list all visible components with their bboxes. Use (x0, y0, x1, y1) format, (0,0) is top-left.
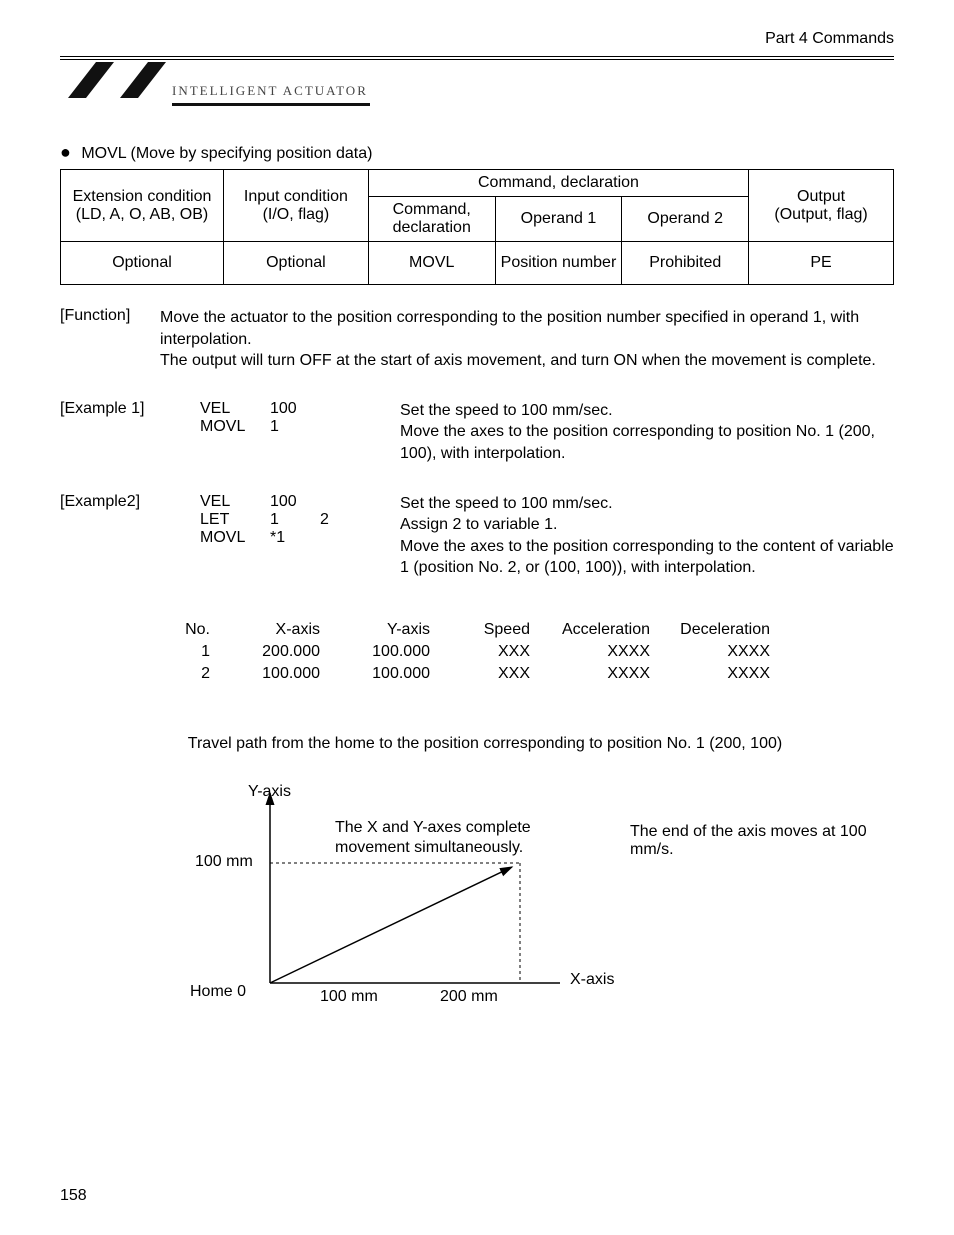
example1-code: VEL100 MOVL1 (200, 400, 400, 465)
ex1-d1: Set the speed to 100 mm/sec. (400, 402, 613, 419)
example2-desc: Set the speed to 100 mm/sec. Assign 2 to… (400, 493, 894, 579)
td-out: PE (749, 242, 894, 285)
pt-r2-s: XXX (430, 663, 530, 685)
pt-h-a: Acceleration (530, 619, 650, 641)
pt-r1-x: 200.000 (210, 641, 320, 663)
bullet-icon: ● (60, 142, 71, 162)
ex2-l3c2: *1 (270, 529, 320, 547)
home-label: Home 0 (190, 983, 246, 1001)
ex2-l1c2: 100 (270, 493, 320, 511)
page-number: 158 (60, 1187, 87, 1205)
th-out-2: (Output, flag) (751, 206, 891, 224)
pt-r2-a: XXXX (530, 663, 650, 685)
th-cmd-decl: Command, declaration (368, 170, 748, 197)
y-tick-100: 100 mm (195, 853, 253, 871)
ex2-l2c1: LET (200, 511, 270, 529)
position-table: No. X-axis Y-axis Speed Acceleration Dec… (160, 619, 894, 685)
chart-note-2: The end of the axis moves at 100 mm/s. (630, 823, 894, 859)
example1-desc: Set the speed to 100 mm/sec. Move the ax… (400, 400, 894, 465)
travel-path-chart: Y-axis 100 mm Home 0 100 mm 200 mm X-axi… (140, 783, 894, 1043)
example2-label: [Example2] (60, 493, 200, 579)
function-label: [Function] (60, 307, 160, 372)
ex2-d2: Assign 2 to variable 1. (400, 516, 557, 533)
pt-h-x: X-axis (210, 619, 320, 641)
td-op1: Position number (495, 242, 622, 285)
example1-label: [Example 1] (60, 400, 200, 465)
td-ext: Optional (61, 242, 224, 285)
company-logo-icon (60, 54, 170, 106)
th-op1: Operand 1 (495, 197, 622, 242)
pt-r1-a: XXXX (530, 641, 650, 663)
pt-r1-s: XXX (430, 641, 530, 663)
ex2-l2c2: 1 (270, 511, 320, 529)
command-title: ● MOVL (Move by specifying position data… (60, 142, 894, 163)
th-op2: Operand 2 (622, 197, 749, 242)
function-text-1: Move the actuator to the position corres… (160, 309, 859, 348)
pt-h-d: Deceleration (650, 619, 770, 641)
x-axis-label: X-axis (570, 971, 614, 989)
ex2-l3c1: MOVL (200, 529, 270, 547)
th-in-1: Input condition (226, 188, 366, 206)
pt-r2-no: 2 (160, 663, 210, 685)
pt-r1-y: 100.000 (320, 641, 430, 663)
th-ext-1: Extension condition (63, 188, 221, 206)
td-cmd: MOVL (368, 242, 495, 285)
th-in-2: (I/O, flag) (226, 206, 366, 224)
pt-r2-d: XXXX (650, 663, 770, 685)
ex2-l2c3: 2 (320, 511, 370, 529)
function-text-2: The output will turn OFF at the start of… (160, 352, 876, 369)
pt-r1-d: XXXX (650, 641, 770, 663)
command-table: Extension condition (LD, A, O, AB, OB) I… (60, 169, 894, 285)
th-ext: Extension condition (LD, A, O, AB, OB) (61, 170, 224, 242)
ex1-l1c1: VEL (200, 400, 270, 418)
header-part: Part 4 Commands (765, 30, 894, 54)
th-in: Input condition (I/O, flag) (223, 170, 368, 242)
ex2-d3: Move the axes to the position correspond… (400, 538, 894, 577)
chart-note-1a: The X and Y-axes complete (335, 819, 531, 837)
example2-code: VEL100 LET12 MOVL*1 (200, 493, 400, 579)
ex1-l2c1: MOVL (200, 418, 270, 436)
th-cmd: Command, declaration (368, 197, 495, 242)
th-ext-2: (LD, A, O, AB, OB) (63, 206, 221, 224)
th-out-1: Output (751, 188, 891, 206)
ex1-l2c2: 1 (270, 418, 320, 436)
ex2-d1: Set the speed to 100 mm/sec. (400, 495, 613, 512)
td-op2: Prohibited (622, 242, 749, 285)
x-tick-200: 200 mm (440, 988, 498, 1006)
logo-caption: INTELLIGENT ACTUATOR (172, 83, 370, 106)
y-axis-label: Y-axis (248, 783, 291, 801)
td-in: Optional (223, 242, 368, 285)
chart-caption: Travel path from the home to the positio… (160, 735, 810, 753)
pt-h-no: No. (160, 619, 210, 641)
pt-r1-no: 1 (160, 641, 210, 663)
chart-note-1b: movement simultaneously. (335, 839, 523, 857)
title-text: MOVL (Move by specifying position data) (81, 145, 372, 162)
pt-h-y: Y-axis (320, 619, 430, 641)
ex2-l1c1: VEL (200, 493, 270, 511)
ex1-l1c2: 100 (270, 400, 320, 418)
function-text: Move the actuator to the position corres… (160, 307, 894, 372)
th-out: Output (Output, flag) (749, 170, 894, 242)
pt-r2-x: 100.000 (210, 663, 320, 685)
pt-r2-y: 100.000 (320, 663, 430, 685)
pt-h-s: Speed (430, 619, 530, 641)
x-tick-100: 100 mm (320, 988, 378, 1006)
ex1-d2: Move the axes to the position correspond… (400, 423, 875, 462)
